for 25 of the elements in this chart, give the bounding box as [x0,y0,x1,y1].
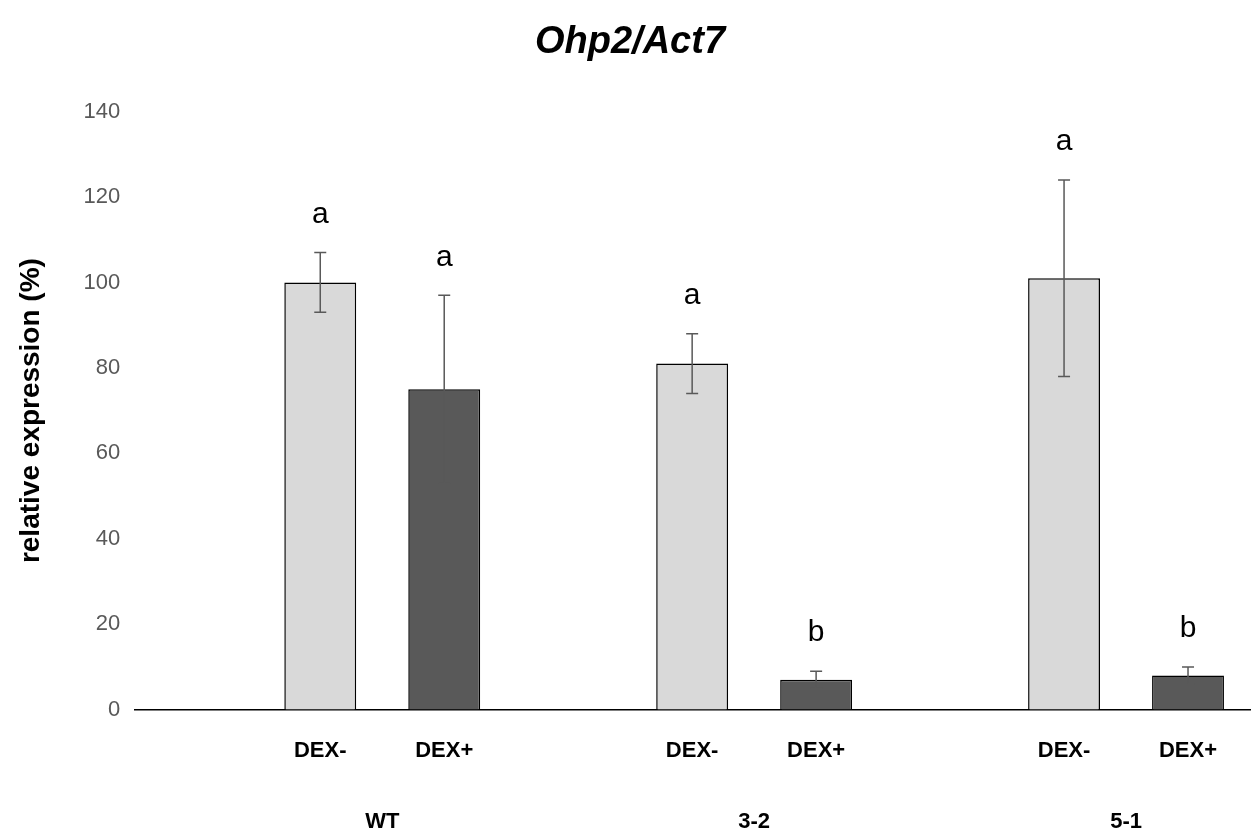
annotation: a [311,195,329,229]
y-tick-label: 20 [95,610,121,636]
text: 3-2 [738,807,771,832]
chart-title: Ohp2/Act7 [534,19,727,62]
y-axis-title: relative expression (%) [13,258,45,564]
y-tick-label: 80 [95,353,121,379]
x-tick-label: DEX+ [415,736,474,762]
y-tick-label: 100 [83,268,121,294]
x-tick-label: DEX- [665,736,719,762]
annotation: a [683,276,701,310]
y-tick-label: 120 [83,183,121,209]
y-tick-label: 140 [83,97,121,123]
text: WT [365,807,400,832]
x-tick-label: DEX+ [787,736,846,762]
annotation: b [1179,610,1197,644]
y-tick-label: 60 [95,439,121,465]
x-tick-label: DEX- [293,736,347,762]
x-tick-label: DEX+ [1158,736,1218,762]
x-tick-label: DEX- [1037,736,1091,762]
annotation: b [807,614,825,648]
annotation: a [1055,123,1073,157]
y-tick-label: 0 [108,695,121,721]
annotation: a [435,238,453,272]
y-tick-label: 40 [95,524,121,550]
text: 5-1 [1110,807,1142,832]
